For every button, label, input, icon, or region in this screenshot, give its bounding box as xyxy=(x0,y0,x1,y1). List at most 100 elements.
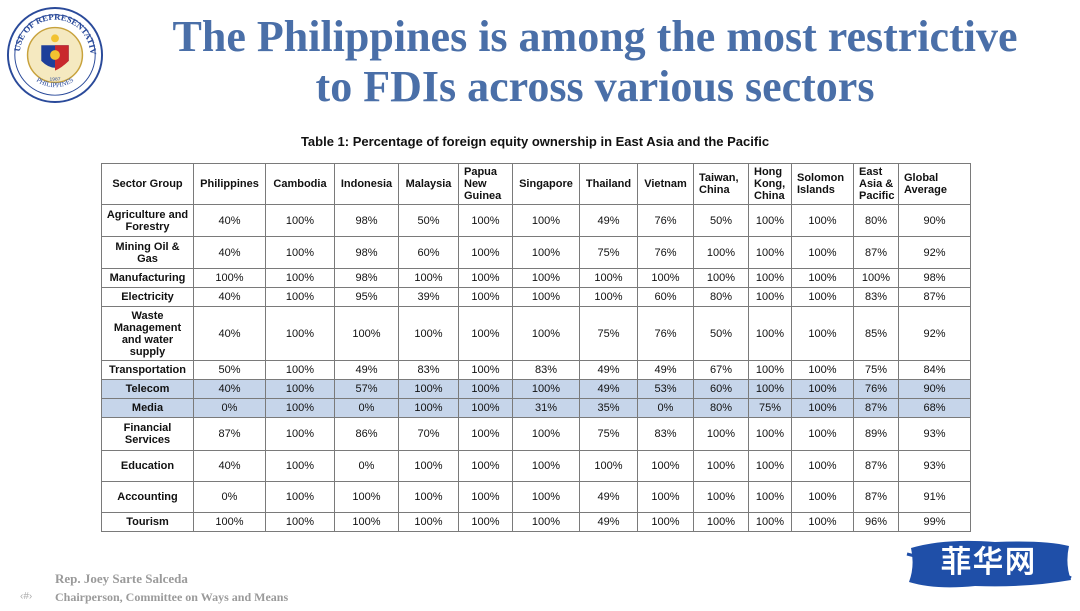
column-header: Cambodia xyxy=(265,163,335,205)
percentage-cell: 50% xyxy=(693,306,749,361)
percentage-cell: 40% xyxy=(193,379,266,399)
percentage-cell: 93% xyxy=(898,417,971,451)
percentage-cell: 100% xyxy=(791,306,854,361)
title-line-1: The Philippines is among the most restri… xyxy=(172,12,1018,61)
percentage-cell: 100% xyxy=(853,268,899,288)
percentage-cell: 100% xyxy=(512,512,580,532)
sector-name-cell: Media xyxy=(101,398,194,418)
table-row: Mining Oil & Gas 40% 100% 98% 60% 100% 100% 75%… xyxy=(101,236,971,269)
percentage-cell: 100% xyxy=(693,450,749,482)
percentage-cell: 100% xyxy=(748,360,792,380)
percentage-cell: 100% xyxy=(398,379,459,399)
percentage-cell: 83% xyxy=(512,360,580,380)
percentage-cell: 100% xyxy=(458,236,513,269)
percentage-cell: 90% xyxy=(898,204,971,237)
percentage-cell: 83% xyxy=(637,417,694,451)
percentage-cell: 67% xyxy=(693,360,749,380)
percentage-cell: 100% xyxy=(693,481,749,513)
percentage-cell: 89% xyxy=(853,417,899,451)
column-header: Hong Kong, China xyxy=(748,163,792,205)
percentage-cell: 100% xyxy=(637,512,694,532)
fdi-table: Sector Group Philippines Cambodia Indonesia… xyxy=(101,163,971,532)
percentage-cell: 87% xyxy=(853,450,899,482)
sector-name-cell: Agriculture and Forestry xyxy=(101,204,194,237)
sector-name-cell: Accounting xyxy=(101,481,194,513)
percentage-cell: 100% xyxy=(579,450,638,482)
percentage-cell: 0% xyxy=(334,398,399,418)
percentage-cell: 90% xyxy=(898,379,971,399)
percentage-cell: 100% xyxy=(512,450,580,482)
percentage-cell: 100% xyxy=(748,204,792,237)
table-row: Media 0% 100% 0% 100% 100% 31% 35% 0% 80% 75% 100% 8… xyxy=(101,398,971,418)
percentage-cell: 100% xyxy=(748,512,792,532)
percentage-cell: 98% xyxy=(334,204,399,237)
percentage-cell: 100% xyxy=(791,450,854,482)
percentage-cell: 100% xyxy=(265,481,335,513)
percentage-cell: 100% xyxy=(512,287,580,307)
percentage-cell: 39% xyxy=(398,287,459,307)
percentage-cell: 100% xyxy=(458,360,513,380)
percentage-cell: 85% xyxy=(853,306,899,361)
percentage-cell: 75% xyxy=(579,417,638,451)
percentage-cell: 80% xyxy=(853,204,899,237)
percentage-cell: 100% xyxy=(791,481,854,513)
sector-name-cell: Transportation xyxy=(101,360,194,380)
percentage-cell: 100% xyxy=(791,512,854,532)
percentage-cell: 57% xyxy=(334,379,399,399)
percentage-cell: 75% xyxy=(853,360,899,380)
percentage-cell: 100% xyxy=(748,481,792,513)
column-header: Papua New Guinea xyxy=(458,163,513,205)
percentage-cell: 100% xyxy=(458,379,513,399)
percentage-cell: 98% xyxy=(334,268,399,288)
sector-name-cell: Waste Management and water supply xyxy=(101,306,194,361)
percentage-cell: 92% xyxy=(898,306,971,361)
percentage-cell: 100% xyxy=(512,481,580,513)
percentage-cell: 100% xyxy=(579,268,638,288)
percentage-cell: 100% xyxy=(398,306,459,361)
percentage-cell: 87% xyxy=(898,287,971,307)
percentage-cell: 87% xyxy=(853,481,899,513)
sector-name-cell: Manufacturing xyxy=(101,268,194,288)
percentage-cell: 100% xyxy=(458,204,513,237)
percentage-cell: 100% xyxy=(458,512,513,532)
percentage-cell: 100% xyxy=(265,306,335,361)
footer-presenter-role: Chairperson, Committee on Ways and Means xyxy=(55,590,289,604)
percentage-cell: 100% xyxy=(458,268,513,288)
percentage-cell: 100% xyxy=(512,379,580,399)
percentage-cell: 76% xyxy=(637,236,694,269)
table-row: Telecom 40% 100% 57% 100% 100% 100% 49% 53% 60% 10… xyxy=(101,379,971,399)
percentage-cell: 49% xyxy=(579,481,638,513)
percentage-cell: 75% xyxy=(579,236,638,269)
percentage-cell: 0% xyxy=(193,398,266,418)
sector-name-cell: Tourism xyxy=(101,512,194,532)
percentage-cell: 100% xyxy=(265,398,335,418)
percentage-cell: 0% xyxy=(193,481,266,513)
table-row: Agriculture and Forestry 40% 100% 98% 50% 100… xyxy=(101,204,971,237)
percentage-cell: 100% xyxy=(791,379,854,399)
percentage-cell: 100% xyxy=(398,450,459,482)
percentage-cell: 53% xyxy=(637,379,694,399)
percentage-cell: 76% xyxy=(853,379,899,399)
percentage-cell: 100% xyxy=(693,268,749,288)
percentage-cell: 99% xyxy=(898,512,971,532)
percentage-cell: 100% xyxy=(791,398,854,418)
percentage-cell: 49% xyxy=(579,360,638,380)
percentage-cell: 93% xyxy=(898,450,971,482)
percentage-cell: 100% xyxy=(398,481,459,513)
percentage-cell: 40% xyxy=(193,204,266,237)
percentage-cell: 75% xyxy=(748,398,792,418)
percentage-cell: 91% xyxy=(898,481,971,513)
percentage-cell: 87% xyxy=(853,236,899,269)
percentage-cell: 100% xyxy=(791,268,854,288)
column-header: Vietnam xyxy=(637,163,694,205)
table-row: Waste Management and water supply 40% 100%… xyxy=(101,306,971,361)
sector-name-cell: Electricity xyxy=(101,287,194,307)
percentage-cell: 100% xyxy=(791,360,854,380)
percentage-cell: 100% xyxy=(748,306,792,361)
percentage-cell: 100% xyxy=(748,236,792,269)
percentage-cell: 100% xyxy=(791,204,854,237)
table-row: Transportation 50% 100% 49% 83% 100% 83% 49% 49%… xyxy=(101,360,971,380)
percentage-cell: 100% xyxy=(265,512,335,532)
percentage-cell: 100% xyxy=(512,306,580,361)
table-row: Accounting 0% 100% 100% 100% 100% 100% 49% 100% 1… xyxy=(101,481,971,513)
